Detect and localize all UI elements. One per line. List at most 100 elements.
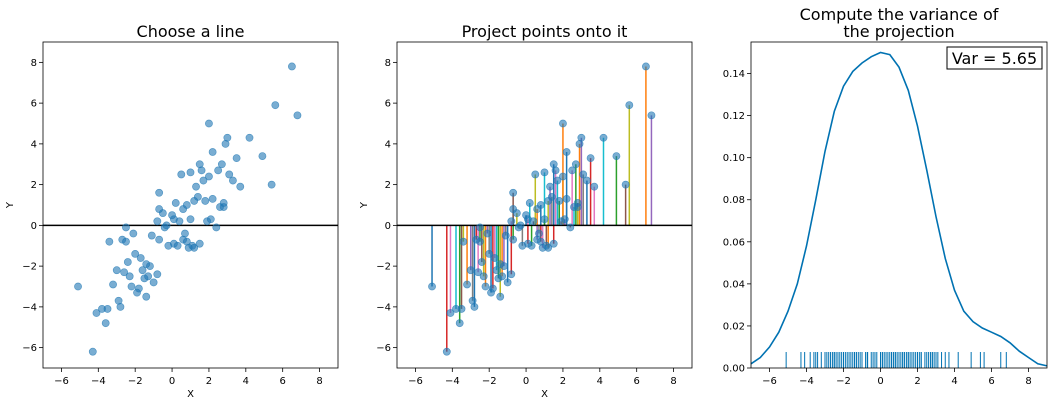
panel-3: −6 −4 −2 0 2 4 6 8 0.00 0.02 0.04 0.06 0.08 0.10 0.12 0… — [723, 5, 1048, 387]
data-point — [507, 270, 516, 279]
data-point — [205, 119, 213, 128]
data-point — [546, 182, 554, 191]
y-axis-label: Y — [359, 201, 370, 209]
data-point — [258, 152, 267, 160]
data-point — [193, 192, 202, 201]
x-tick-label: 8 — [316, 376, 322, 387]
x-tick-label: 4 — [951, 376, 957, 387]
x-tick-label: 2 — [914, 376, 920, 387]
x-tick-label: −4 — [91, 376, 106, 387]
data-point — [205, 172, 213, 181]
data-point — [201, 197, 210, 205]
data-point — [101, 319, 110, 328]
data-point — [182, 201, 191, 209]
data-point — [500, 262, 508, 271]
y-tick-label: 6 — [31, 99, 37, 110]
data-point — [512, 209, 521, 218]
data-point — [293, 111, 302, 120]
data-point — [177, 170, 186, 179]
data-point — [547, 192, 556, 201]
y-tick-label: 0 — [31, 221, 37, 232]
y-tick-label: 0.10 — [723, 153, 745, 164]
data-point — [579, 170, 588, 179]
y-tick-label: 2 — [385, 180, 391, 191]
y-tick-label: 4 — [31, 139, 37, 150]
data-point — [181, 229, 189, 238]
data-point — [571, 160, 580, 169]
x-tick-label: 2 — [206, 376, 212, 387]
data-point — [647, 111, 656, 120]
x-tick-label: 8 — [1025, 376, 1031, 387]
data-point — [173, 241, 182, 250]
panel-2: −6 −4 −2 0 2 4 6 8 −6 −4 −2 0 2 4 6 8 Project points ont… — [359, 22, 693, 400]
y-tick-label: 0.06 — [723, 237, 745, 248]
data-point — [136, 254, 145, 262]
data-point — [583, 176, 591, 185]
x-tick-label: 6 — [634, 376, 640, 387]
data-point — [492, 266, 501, 275]
data-point — [503, 278, 512, 287]
data-point — [560, 215, 569, 224]
data-point — [540, 215, 549, 224]
data-point — [199, 176, 208, 185]
data-point — [212, 223, 221, 232]
x-tick-label: 4 — [597, 376, 603, 387]
data-point — [162, 221, 171, 230]
data-point — [112, 266, 121, 275]
y-tick-label: −6 — [376, 343, 391, 354]
data-point — [490, 254, 499, 262]
x-tick-label: −2 — [128, 376, 143, 387]
data-point — [476, 223, 484, 232]
data-point — [483, 229, 492, 238]
data-point — [144, 272, 152, 281]
data-point — [470, 302, 479, 311]
x-tick-label: −6 — [54, 376, 69, 387]
data-point — [186, 215, 195, 224]
data-point — [577, 133, 586, 142]
data-point — [509, 235, 518, 244]
y-tick-label: −6 — [22, 343, 37, 354]
data-point — [498, 272, 506, 281]
y-tick-label: −4 — [22, 302, 37, 313]
data-point — [573, 203, 582, 211]
variance-box — [946, 46, 1043, 70]
data-point — [496, 292, 505, 301]
data-point — [485, 249, 494, 258]
data-point — [559, 172, 567, 181]
axes-frame — [42, 41, 339, 369]
x-tick-label: 0 — [523, 376, 529, 387]
data-point — [446, 309, 455, 317]
data-point — [197, 166, 206, 175]
y-tick-label: 0.08 — [723, 195, 745, 206]
data-point — [225, 170, 234, 179]
data-point — [122, 237, 130, 246]
data-point — [153, 217, 162, 226]
data-point — [555, 197, 564, 205]
data-point — [129, 229, 138, 238]
data-point — [642, 62, 650, 71]
y-tick-label: 6 — [385, 99, 391, 110]
panel-1: −6 −4 −2 0 2 4 6 8 −6 −4 −2 0 2 4 6 8 Choose a line X Y — [5, 22, 339, 400]
data-point — [540, 168, 549, 177]
x-axis-label: X — [541, 389, 548, 400]
data-point — [531, 170, 540, 179]
data-point — [120, 268, 129, 277]
data-point — [459, 237, 468, 246]
data-point — [442, 347, 451, 356]
data-point — [123, 258, 132, 266]
y-tick-label: 2 — [31, 180, 37, 191]
y-tick-label: 0.02 — [723, 321, 745, 332]
x-axis-label: X — [187, 389, 194, 400]
data-point — [466, 266, 475, 275]
data-point — [529, 217, 538, 226]
y-tick-label: −4 — [376, 302, 391, 313]
data-point — [590, 182, 599, 191]
data-point — [245, 133, 254, 142]
x-tick-label: 2 — [560, 376, 566, 387]
data-point — [551, 166, 560, 175]
data-point — [566, 223, 575, 232]
data-point — [457, 305, 466, 313]
data-point — [142, 292, 151, 301]
chart-title: Project points onto it — [462, 22, 628, 41]
